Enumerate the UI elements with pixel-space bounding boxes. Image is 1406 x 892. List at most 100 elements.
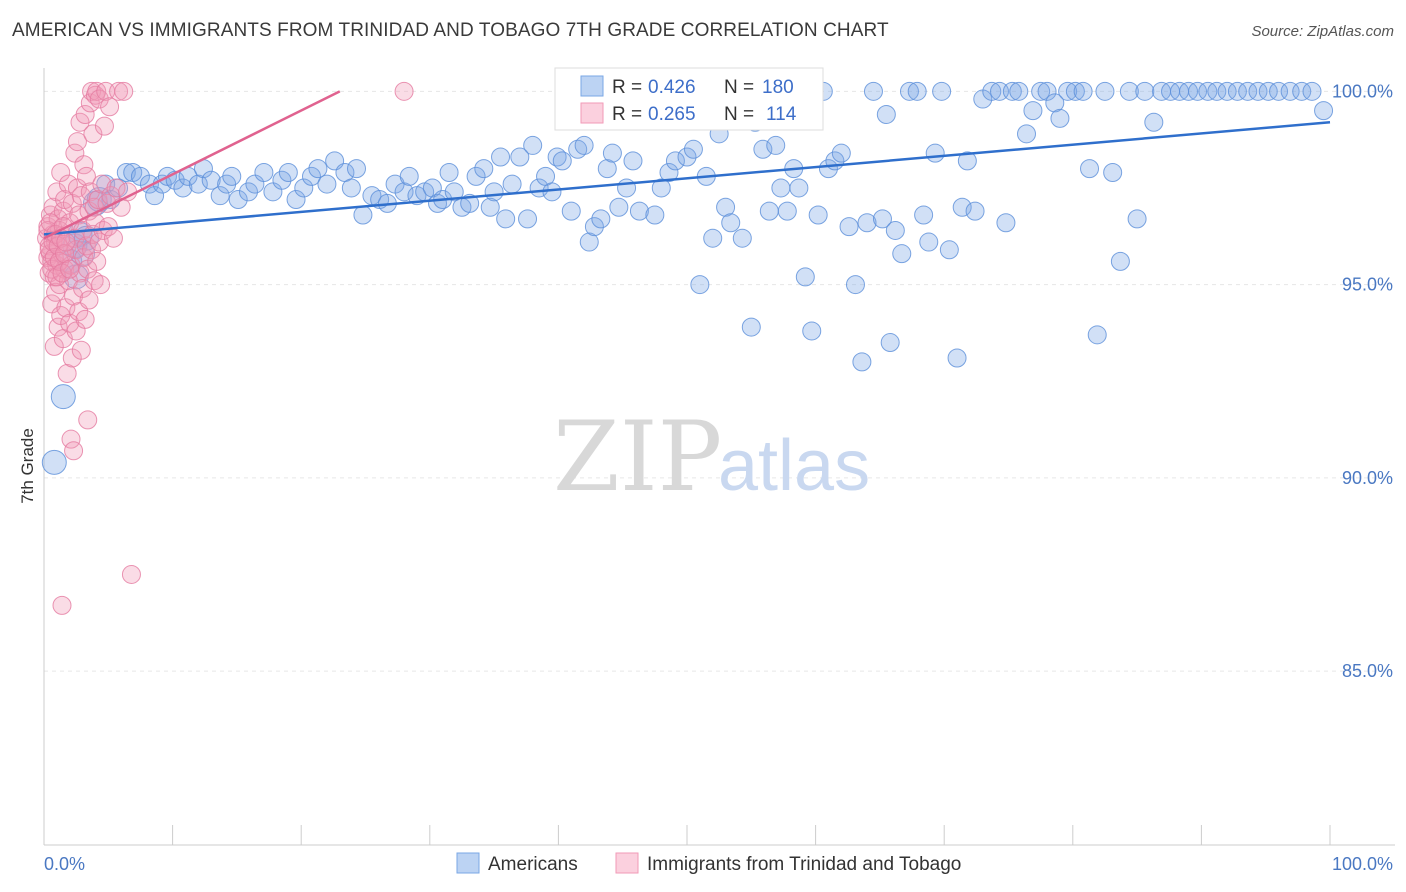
x-tick-label-min: 0.0% (44, 854, 85, 874)
americans-point (716, 197, 736, 217)
stat-n-label: N = (724, 104, 754, 125)
stat-r-label: R = (612, 104, 642, 125)
trinidad-point (76, 236, 96, 256)
americans-point (574, 135, 594, 155)
americans-point (41, 449, 67, 475)
trinidad-point (48, 317, 68, 337)
americans-point (399, 166, 419, 186)
americans-point (222, 166, 242, 186)
americans-point (732, 228, 752, 248)
americans-point (286, 190, 306, 210)
americans-point (201, 170, 221, 190)
americans-point (880, 333, 900, 353)
americans-point (480, 197, 500, 217)
trinidad-point (394, 81, 414, 101)
americans-point (1103, 162, 1123, 182)
trinidad-point (82, 240, 102, 260)
americans-point (1119, 81, 1139, 101)
y-tick-label: 100.0% (1332, 81, 1393, 101)
trinidad-point (74, 155, 94, 175)
legend-swatch-trinidad (615, 852, 639, 874)
legend: Americans Immigrants from Trinidad and T… (456, 852, 961, 875)
americans-point (759, 201, 779, 221)
americans-point (1050, 108, 1070, 128)
americans-point (677, 147, 697, 167)
trinidad-point (43, 197, 63, 217)
americans-point (789, 178, 809, 198)
americans-point (876, 105, 896, 125)
americans-point (703, 228, 723, 248)
americans-point (1095, 81, 1115, 101)
americans-point (1037, 81, 1057, 101)
americans-point (1023, 101, 1043, 121)
trinidad-point (98, 217, 118, 237)
americans-point (919, 232, 939, 252)
trinidad-point (89, 89, 109, 109)
trinidad-point (87, 251, 107, 271)
americans-point (845, 275, 865, 295)
trinidad-point (83, 124, 103, 144)
americans-point (1127, 209, 1147, 229)
trinidad-point (118, 182, 138, 202)
americans-point (502, 174, 522, 194)
americans-point (1217, 81, 1237, 101)
trend-line-americans (43, 120, 1331, 236)
trinidad-point (73, 278, 93, 298)
americans-point (1031, 81, 1051, 101)
trinidad-point (100, 97, 120, 117)
americans-point (116, 162, 136, 182)
americans-point (1110, 251, 1130, 271)
stat-n-value: 114 (766, 104, 797, 125)
americans-point (308, 159, 328, 179)
americans-point (1009, 81, 1029, 101)
trinidad-point (61, 429, 81, 449)
americans-point (892, 244, 912, 264)
legend-label-americans: Americans (488, 854, 578, 875)
americans-point (460, 193, 480, 213)
americans-point (579, 232, 599, 252)
americans-point (1188, 81, 1208, 101)
americans-point (651, 178, 671, 198)
americans-point (294, 178, 314, 198)
stat-swatch-trinidad (580, 102, 604, 124)
stat-r-label: R = (612, 77, 642, 98)
americans-point (957, 151, 977, 171)
americans-point (1238, 81, 1258, 101)
y-tick-label: 90.0% (1342, 468, 1393, 488)
americans-point (353, 205, 373, 225)
americans-point (444, 182, 464, 202)
x-tick-label-max: 100.0% (1332, 854, 1393, 874)
americans-point (818, 159, 838, 179)
americans-point (301, 166, 321, 186)
americans-point (346, 159, 366, 179)
stat-n-value: 180 (762, 77, 794, 98)
americans-point (839, 217, 859, 237)
americans-point (228, 190, 248, 210)
stat-r-value: 0.265 (648, 104, 696, 125)
americans-point (683, 139, 703, 159)
americans-point (145, 186, 165, 206)
americans-point (238, 182, 258, 202)
source-credit: Source: ZipAtlas.com (1251, 23, 1394, 40)
trinidad-point (82, 81, 102, 101)
americans-point (50, 384, 76, 410)
stat-swatch-americans (580, 75, 604, 97)
stats-box: R = 0.426 N = 180 R = 0.265 N = 114 (554, 67, 824, 131)
americans-point (863, 81, 883, 101)
americans-point (982, 81, 1002, 101)
americans-point (484, 182, 504, 202)
americans-point (1144, 112, 1164, 132)
americans-point (1280, 81, 1300, 101)
americans-point (1258, 81, 1278, 101)
americans-point (623, 151, 643, 171)
americans-point (341, 178, 361, 198)
americans-point (254, 162, 274, 182)
americans-point (561, 201, 581, 221)
trinidad-point (80, 182, 100, 202)
series-trinidad (37, 81, 414, 615)
americans-point (872, 209, 892, 229)
trinidad-point (64, 441, 84, 461)
americans-point (932, 81, 952, 101)
americans-point (659, 162, 679, 182)
